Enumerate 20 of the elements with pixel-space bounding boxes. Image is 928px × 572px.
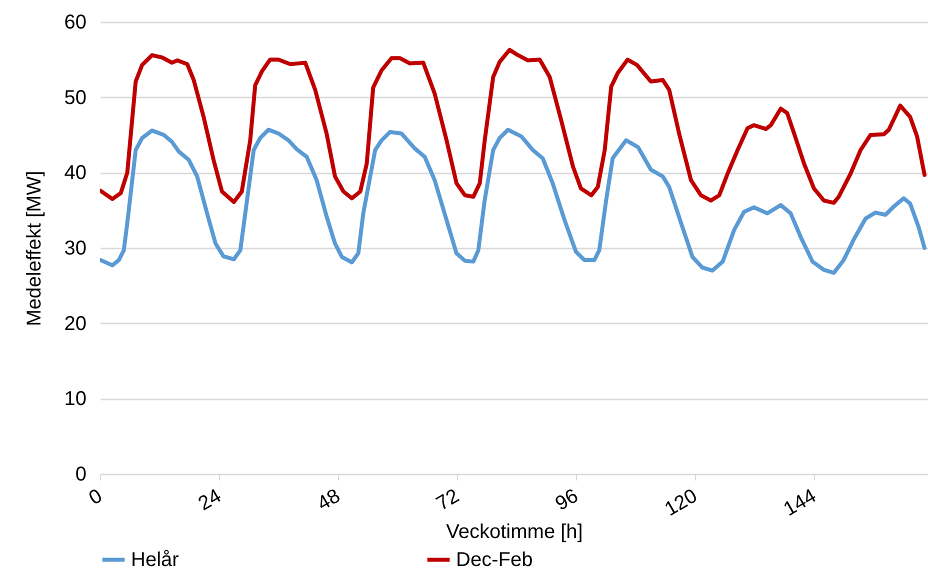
y-tick-label: 0 xyxy=(75,464,86,486)
x-tick-label: 0 xyxy=(85,484,106,510)
y-tick-label: 10 xyxy=(64,388,86,410)
line-series xyxy=(100,48,927,205)
x-axis-title: Veckotimme [h] xyxy=(446,520,583,543)
y-tick-label: 20 xyxy=(64,312,86,335)
line-series xyxy=(100,128,927,275)
x-tick-label: 144 xyxy=(780,484,820,521)
x-tick-label: 24 xyxy=(194,484,225,516)
x-tick-label: 120 xyxy=(661,484,701,521)
y-axis-title: Medeleffekt [MW] xyxy=(23,170,46,326)
legend-label: Dec-Feb xyxy=(456,548,533,571)
x-tick-label: 96 xyxy=(552,484,582,516)
x-tick-label: 72 xyxy=(432,484,463,516)
legend-label: Helår xyxy=(131,548,180,571)
y-tick-label: 40 xyxy=(64,162,86,184)
y-tick-label: 50 xyxy=(64,86,86,109)
y-tick-label: 30 xyxy=(64,238,86,260)
y-tick-label: 60 xyxy=(64,12,86,34)
x-tick-label: 48 xyxy=(314,484,344,516)
